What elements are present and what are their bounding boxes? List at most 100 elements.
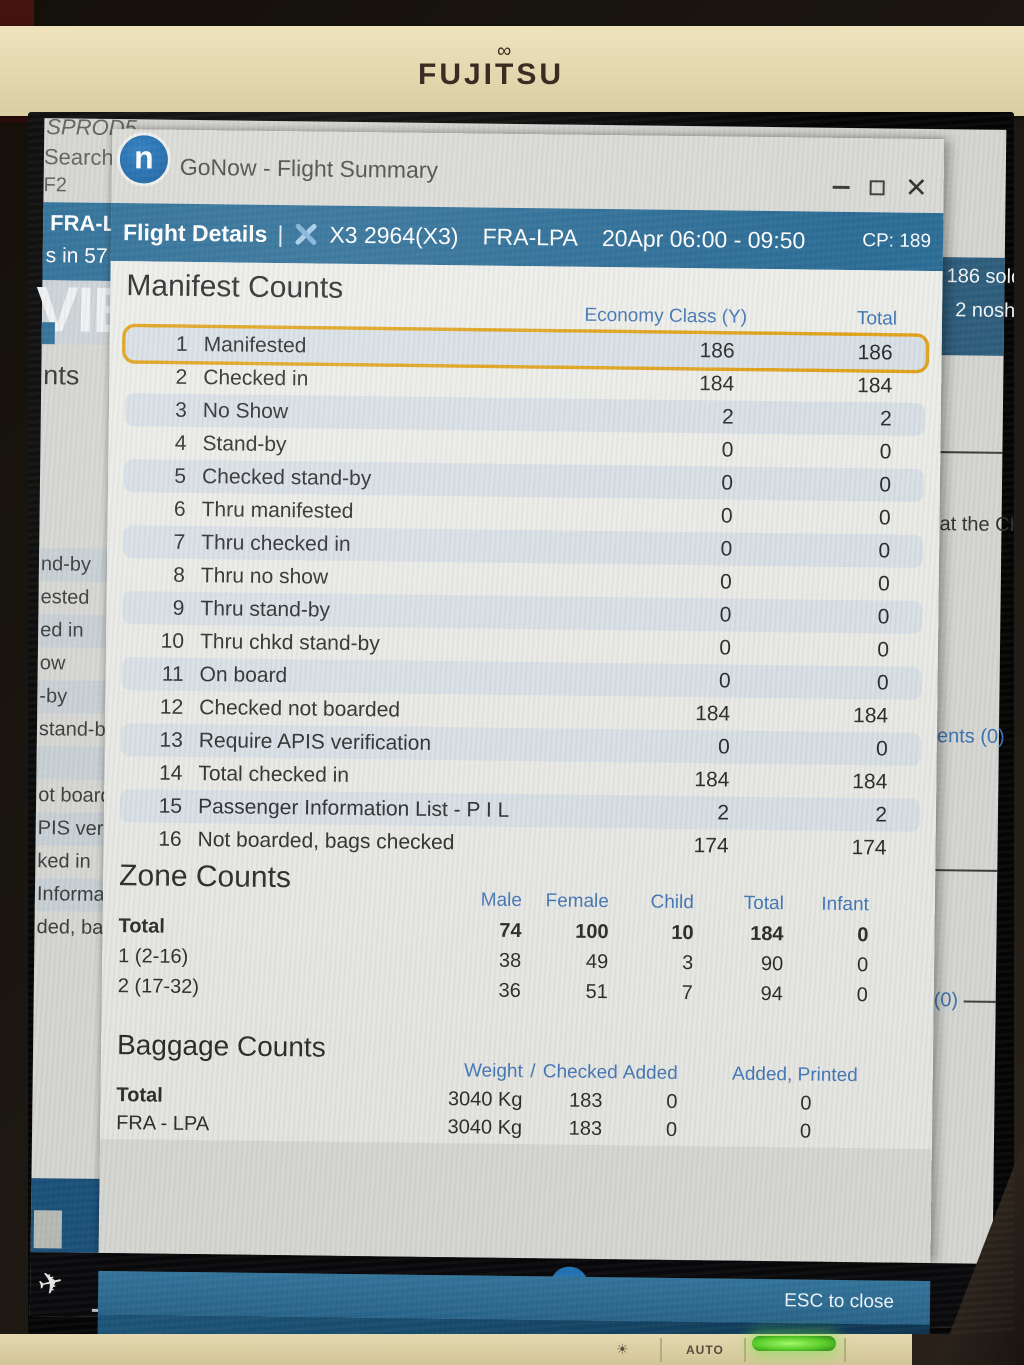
bg-route-fragment: FRA-L	[49, 210, 117, 237]
baggage-label-header	[117, 1067, 397, 1070]
bg-list-fragment-row: ed in	[37, 614, 107, 648]
close-icon[interactable]: ✕	[904, 172, 928, 203]
bg-divider-line	[935, 869, 998, 872]
row-label: Passenger Information List - P I L	[197, 794, 510, 822]
zone-rows: Total 74 100 10 184 0 1 (2-16)	[118, 911, 889, 1010]
baggage-rows: Total 3040 Kg 183 0 0 FRA - LPA	[116, 1081, 887, 1146]
row-number: 4	[174, 431, 187, 455]
slash-separator: /	[530, 1061, 536, 1083]
airplane-icon	[295, 223, 318, 245]
bg-list-fragment-row: nd-by	[38, 548, 108, 582]
row-number: 14	[158, 761, 183, 785]
added-printed-header: Added, Printed	[731, 1063, 858, 1087]
zone-female: 49	[585, 950, 609, 973]
bg-comments-fragment[interactable]: ents (0)	[937, 725, 1011, 749]
row-economy-value: 0	[720, 536, 733, 561]
baggage-weight: 3040 Kg	[447, 1115, 523, 1139]
flight-number: X3 2964(X3)	[329, 221, 459, 249]
row-total-value: 184	[853, 703, 889, 728]
manifest-counts-title: Manifest Counts	[126, 269, 344, 305]
bg-heading-fragment: nts	[43, 360, 80, 391]
bg-print-button-fragment	[33, 1210, 63, 1249]
baggage-added: 0	[666, 1090, 678, 1113]
row-total-value: 0	[876, 670, 889, 695]
zone-total: 90	[760, 952, 784, 975]
row-number: 12	[159, 695, 184, 719]
bezel-separator	[744, 1338, 746, 1362]
zone-infant: 0	[856, 953, 869, 976]
maximize-icon[interactable]	[869, 179, 886, 195]
bg-print-bar-fragment	[30, 1178, 100, 1253]
zone-male: 36	[498, 979, 521, 1002]
row-label: On board	[199, 662, 288, 687]
row-label: No Show	[202, 398, 289, 423]
row-number: 11	[161, 662, 184, 686]
fujitsu-logo: FUJITSU	[418, 58, 565, 91]
zone-infant: 0	[856, 983, 868, 1006]
row-label: Manifested	[203, 332, 307, 357]
row-number: 7	[173, 530, 186, 554]
esc-hint-label: ESC to close	[784, 1290, 895, 1313]
row-label: Thru stand-by	[200, 596, 331, 622]
row-label: Require APIS verification	[198, 728, 432, 755]
bg-zero-fragment[interactable]: (0)	[934, 989, 996, 1013]
zone-label-header	[119, 896, 434, 900]
bg-zero-label: (0)	[933, 989, 959, 1012]
row-number: 2	[175, 365, 188, 389]
bg-list-fragment-row: Informat	[34, 878, 110, 912]
total-header: Total	[743, 892, 785, 915]
bg-comments-label: ents (0)	[936, 725, 1005, 748]
row-total-value: 186	[857, 340, 893, 365]
noshow-count: 2 nosh	[955, 299, 1014, 323]
row-total-value: 2	[875, 802, 888, 826]
flight-details-label: Flight Details	[122, 218, 268, 247]
added-header: Added	[622, 1062, 678, 1084]
economy-column-header: Economy Class (Y)	[584, 304, 748, 328]
bezel-separator	[660, 1338, 662, 1362]
minimize-icon[interactable]	[833, 185, 851, 189]
row-economy-value: 0	[718, 668, 731, 693]
brightness-icon: ☀	[616, 1341, 629, 1357]
fujitsu-infinity-icon: ∞	[497, 40, 512, 62]
row-label: Thru no show	[200, 563, 329, 589]
row-economy-value: 184	[695, 701, 731, 726]
row-total-value: 0	[877, 571, 890, 596]
flight-details-header: Flight Details | X3 2964(X3) FRA-LPA 20A…	[110, 202, 944, 272]
zone-label: 1 (2-16)	[118, 944, 189, 968]
dialog-titlebar[interactable]: n GoNow - Flight Summary ✕	[111, 128, 945, 214]
row-label: Not boarded, bags checked	[197, 827, 455, 854]
cp-count: CP: 189	[862, 230, 932, 252]
row-label: Thru chkd stand-by	[199, 629, 380, 655]
zone-child: 7	[681, 981, 693, 1004]
row-economy-value: 0	[720, 503, 733, 528]
zone-child: 3	[681, 951, 694, 974]
bg-list-fragment-row: stand-by	[38, 718, 116, 742]
monitor-screen: SPROD5 Search F2 FRA-L s in 57 VIE nts n…	[28, 112, 1014, 1334]
row-total-value: 2	[879, 406, 892, 431]
row-number: 10	[160, 629, 185, 653]
baggage-checked: 183	[568, 1089, 603, 1112]
row-total-value: 184	[852, 769, 888, 793]
bezel-separator	[844, 1338, 846, 1362]
baggage-counts-table: Weight / Checked Added Added, Printed To…	[116, 1053, 887, 1146]
row-number: 8	[173, 563, 185, 587]
flight-route: FRA-LPA	[482, 223, 579, 251]
row-economy-value: 186	[699, 338, 735, 363]
row-economy-value: 2	[722, 404, 734, 429]
dialog-body: Manifest Counts Economy Class (Y) Total …	[96, 260, 943, 1334]
row-label: Thru checked in	[201, 530, 351, 556]
row-number: 6	[173, 497, 186, 521]
baggage-added: 0	[665, 1118, 678, 1141]
row-economy-value: 184	[699, 371, 735, 396]
row-economy-value: 0	[719, 569, 732, 594]
row-total-value: 0	[879, 472, 892, 497]
bg-list-fragment-row: ked in	[37, 850, 91, 873]
airplane-app-icon[interactable]: ✈	[34, 1264, 67, 1303]
row-total-value: 174	[851, 835, 887, 859]
monitor-top-bezel	[0, 26, 1024, 116]
bg-checkin-fragment: at the CK	[939, 513, 1014, 537]
zone-label: 2 (17-32)	[117, 974, 200, 998]
row-total-value: 0	[877, 637, 890, 662]
child-header: Child	[650, 891, 695, 914]
flight-datetime: 20Apr 06:00 - 09:50	[601, 224, 806, 253]
